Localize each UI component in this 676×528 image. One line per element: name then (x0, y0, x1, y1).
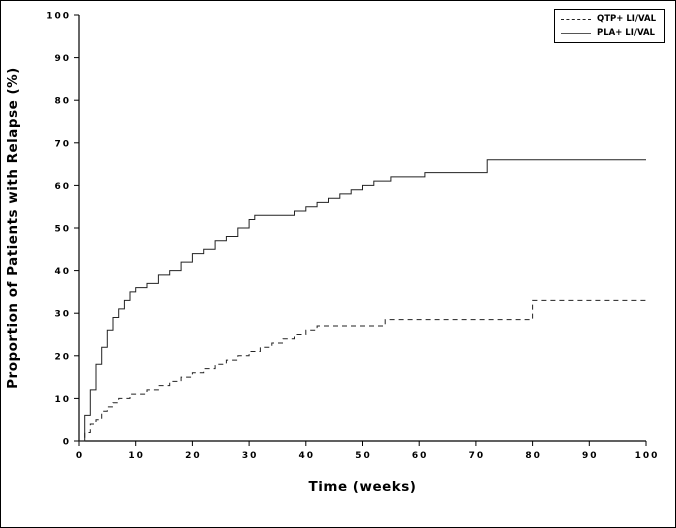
solid-line-sample-icon (560, 32, 591, 34)
y-tick-label: 20 (54, 352, 71, 362)
y-tick-label: 90 (54, 54, 71, 64)
x-tick-label: 90 (582, 451, 599, 461)
legend-item-qtp: QTP+ LI/VAL (560, 14, 656, 24)
x-tick-label: 80 (525, 451, 542, 461)
x-tick-label: 50 (355, 451, 372, 461)
legend-item-pla: PLA+ LI/VAL (560, 28, 656, 38)
y-tick-label: 100 (46, 12, 71, 22)
legend-label-pla: PLA+ LI/VAL (596, 28, 655, 38)
dashed-line-sample-icon (560, 18, 591, 20)
y-tick-label: 30 (54, 310, 71, 320)
x-tick-label: 60 (412, 451, 429, 461)
y-tick-label: 60 (54, 182, 71, 192)
legend-label-qtp: QTP+ LI/VAL (596, 14, 656, 24)
y-axis-label: Proportion of Patients with Relapse (%) (5, 67, 21, 389)
series-line-pla (79, 159, 646, 442)
x-tick-label: 30 (242, 451, 259, 461)
y-tick-label: 50 (54, 225, 71, 235)
y-tick-label: 70 (54, 139, 71, 149)
x-tick-label: 10 (128, 451, 145, 461)
x-tick-label: 20 (185, 451, 202, 461)
x-axis-label: Time (weeks) (308, 479, 417, 495)
legend: QTP+ LI/VAL PLA+ LI/VAL (553, 9, 665, 43)
x-tick-label: 100 (635, 451, 660, 461)
y-tick-label: 0 (63, 438, 71, 448)
x-tick-label: 70 (469, 451, 486, 461)
series-line-qtp (79, 299, 646, 442)
y-tick-label: 10 (54, 395, 71, 405)
x-tick-label: 0 (76, 451, 84, 461)
y-tick-label: 40 (54, 267, 71, 277)
y-tick-label: 80 (54, 97, 71, 107)
x-tick-label: 40 (299, 451, 316, 461)
